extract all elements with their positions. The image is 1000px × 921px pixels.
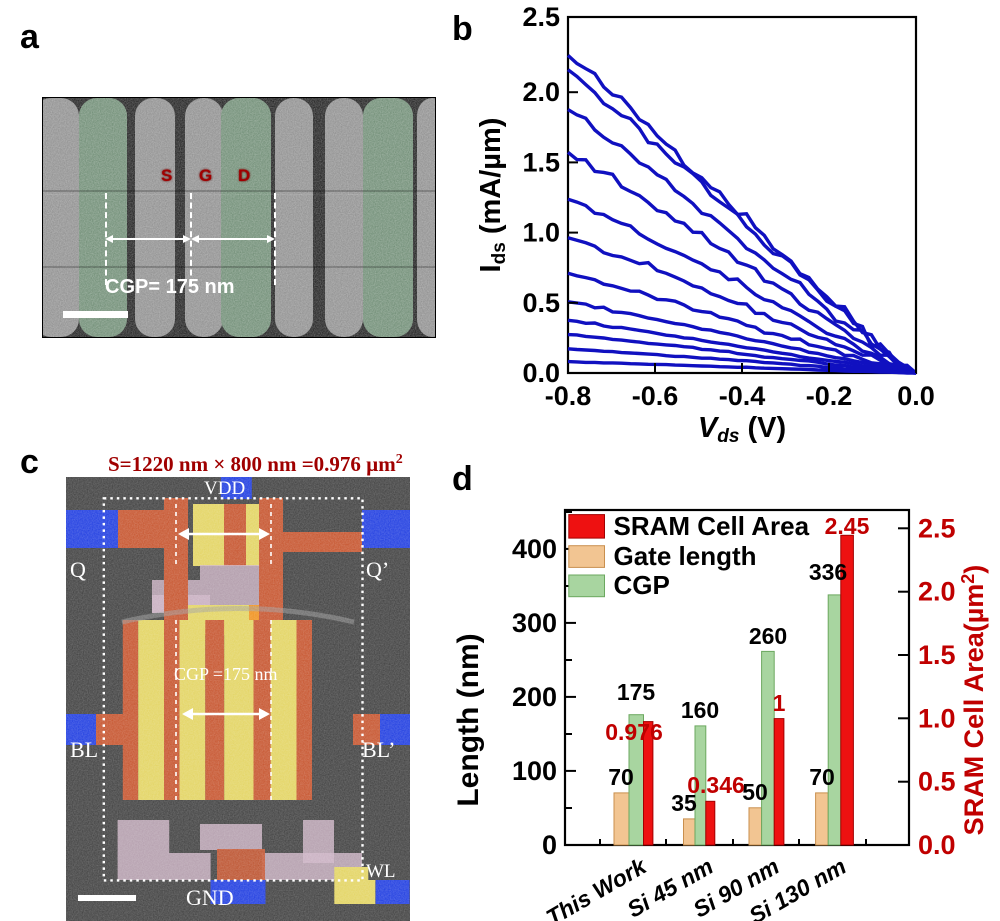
svg-text:1.5: 1.5 [918,640,956,670]
svg-text:175: 175 [617,679,656,705]
svg-text:1.0: 1.0 [522,218,560,248]
svg-text:1.5: 1.5 [522,147,560,177]
svg-text:200: 200 [512,682,557,712]
svg-text:70: 70 [608,764,634,790]
svg-text:1: 1 [773,690,786,716]
svg-text:SRAM Cell Area(µm2): SRAM Cell Area(µm2) [958,565,989,836]
svg-text:160: 160 [681,697,719,723]
svg-text:2.0: 2.0 [918,577,956,607]
svg-text:0.5: 0.5 [918,767,956,797]
svg-text:100: 100 [512,756,557,786]
svg-text:50: 50 [742,779,768,805]
svg-text:0.346: 0.346 [687,772,745,798]
svg-text:Vds (V): Vds (V) [698,412,786,447]
svg-text:b: b [452,10,473,48]
svg-text:0.5: 0.5 [522,288,560,318]
svg-text:Ids (mA/µm): Ids (mA/µm) [475,118,510,273]
svg-text:d: d [452,460,473,498]
svg-text:0.976: 0.976 [605,719,663,745]
svg-text:300: 300 [512,608,557,638]
svg-text:0.0: 0.0 [918,830,956,860]
svg-text:Gate length: Gate length [614,541,757,571]
svg-text:2.0: 2.0 [522,77,560,107]
svg-text:2.45: 2.45 [825,513,870,539]
svg-text:VDD: VDD [204,478,245,499]
svg-text:2.5: 2.5 [918,513,956,543]
svg-text:-0.8: -0.8 [545,381,592,411]
svg-text:0: 0 [542,830,557,860]
svg-text:400: 400 [512,534,557,564]
svg-text:70: 70 [809,764,835,790]
svg-text:SRAM Cell Area: SRAM Cell Area [614,511,810,541]
svg-text:-0.6: -0.6 [632,381,679,411]
svg-text:1.0: 1.0 [918,703,956,733]
svg-text:260: 260 [749,623,787,649]
svg-text:0.0: 0.0 [897,381,935,411]
svg-text:-0.2: -0.2 [806,381,853,411]
svg-text:336: 336 [809,559,847,585]
svg-text:CGP =175 nm: CGP =175 nm [174,664,278,684]
svg-text:Length (nm): Length (nm) [452,633,485,806]
svg-text:CGP: CGP [614,570,670,600]
svg-text:2.5: 2.5 [522,2,560,32]
svg-text:-0.4: -0.4 [719,381,766,411]
